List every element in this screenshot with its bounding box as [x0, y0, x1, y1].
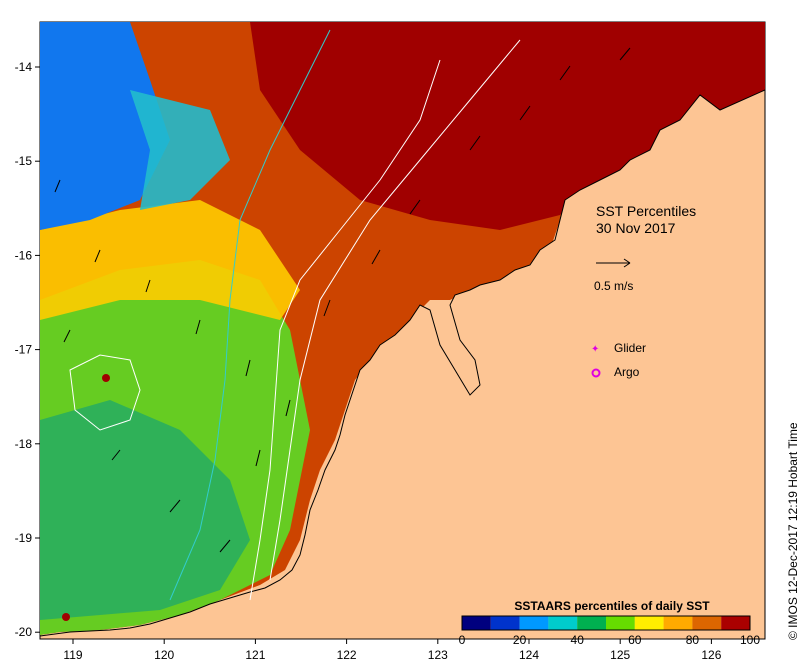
- colorbar-segment: [606, 616, 635, 630]
- colorbar-segment: [462, 616, 491, 630]
- warm-band-region: [40, 200, 300, 320]
- sst-hotspot: [62, 613, 70, 621]
- sst-hotspot: [102, 374, 110, 382]
- x-tick-label: 125: [610, 648, 630, 662]
- argo-legend-label: Argo: [614, 365, 640, 379]
- colorbar-segment: [577, 616, 606, 630]
- colorbar-tick-label: 60: [628, 633, 642, 647]
- x-tick-label: 126: [701, 648, 721, 662]
- x-axis: 119 120 121 122 123 124 125 126: [63, 639, 722, 662]
- credit-text: © IMOS 12-Dec-2017 12:19 Hobart Time: [786, 422, 800, 640]
- x-tick-label: 124: [519, 648, 539, 662]
- colorbar: [461, 615, 751, 631]
- colorbar-tick-label: 40: [571, 633, 585, 647]
- x-tick-label: 120: [154, 648, 174, 662]
- colorbar-ticks: 0 20 40 60 80 100: [459, 633, 761, 647]
- x-tick-label: 119: [63, 648, 82, 662]
- velocity-scale-label: 0.5 m/s: [594, 279, 634, 293]
- teal-water-region: [40, 400, 250, 620]
- y-axis: -14 -15 -16 -17 -18 -19 -20: [15, 60, 40, 639]
- y-tick-label: -15: [15, 154, 33, 168]
- y-tick-label: -20: [15, 625, 33, 639]
- bathymetry-contour: [169, 29, 331, 601]
- land-region: [40, 89, 765, 639]
- cyan-water-region: [130, 90, 230, 210]
- velocity-scale-arrow: [596, 258, 631, 268]
- y-tick-label: -14: [15, 60, 33, 74]
- colorbar-segment: [692, 616, 722, 630]
- x-tick-label: 122: [337, 648, 357, 662]
- colorbar-tick-label: 80: [686, 633, 700, 647]
- y-tick-label: -17: [15, 343, 33, 357]
- map-title: SST Percentiles: [596, 203, 697, 219]
- colorbar-tick-label: 100: [740, 633, 760, 647]
- x-tick-label: 121: [245, 648, 265, 662]
- bathymetry-contour: [269, 39, 521, 581]
- colorbar-tick-label: 20: [513, 633, 527, 647]
- y-tick-label: -18: [15, 437, 33, 451]
- colorbar-title: SSTAARS percentiles of daily SST: [514, 599, 710, 613]
- x-tick-label: 123: [428, 648, 448, 662]
- bathymetry-contour: [249, 59, 441, 601]
- map-date: 30 Nov 2017: [596, 220, 676, 236]
- glider-legend-label: Glider: [614, 341, 647, 355]
- colorbar-segment: [721, 616, 750, 630]
- y-tick-label: -16: [15, 248, 33, 262]
- colorbar-tick-label: 0: [459, 633, 466, 647]
- colorbar-segment: [663, 616, 693, 630]
- colorbar-segment: [490, 616, 520, 630]
- y-tick-label: -19: [15, 531, 33, 545]
- glider-marker-icon: ✦: [591, 344, 599, 355]
- colorbar-segment: [519, 616, 549, 630]
- colorbar-segment: [548, 616, 578, 630]
- blue-water-region: [40, 22, 170, 230]
- argo-marker-icon: [591, 368, 601, 378]
- bathymetry-contour: [69, 354, 141, 431]
- current-vectors: [54, 47, 631, 553]
- colorbar-outline: [461, 615, 751, 631]
- colorbar-segment: [634, 616, 664, 630]
- hot-water-region: [250, 22, 765, 230]
